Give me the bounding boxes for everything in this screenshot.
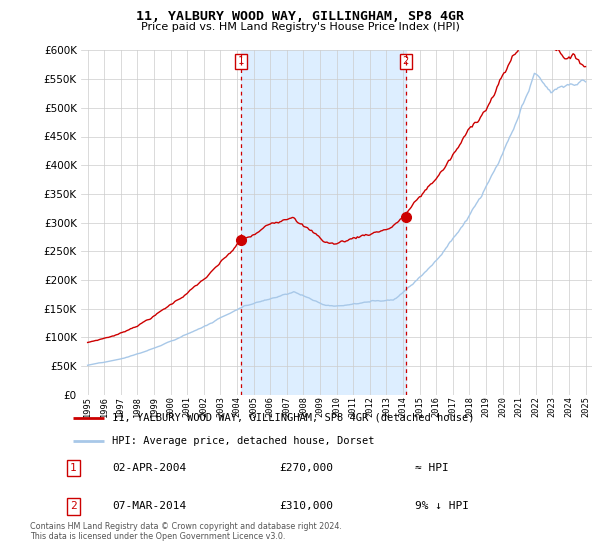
Text: 2: 2 xyxy=(403,56,409,66)
Bar xyxy=(241,50,406,395)
Text: Contains HM Land Registry data © Crown copyright and database right 2024.
This d: Contains HM Land Registry data © Crown c… xyxy=(30,522,342,542)
Text: HPI: Average price, detached house, Dorset: HPI: Average price, detached house, Dors… xyxy=(112,436,374,446)
Text: 02-APR-2004: 02-APR-2004 xyxy=(112,463,187,473)
Text: £270,000: £270,000 xyxy=(279,463,333,473)
Text: 11, YALBURY WOOD WAY, GILLINGHAM, SP8 4GR (detached house): 11, YALBURY WOOD WAY, GILLINGHAM, SP8 4G… xyxy=(112,413,475,423)
Text: 11, YALBURY WOOD WAY, GILLINGHAM, SP8 4GR: 11, YALBURY WOOD WAY, GILLINGHAM, SP8 4G… xyxy=(136,10,464,23)
Text: ≈ HPI: ≈ HPI xyxy=(415,463,449,473)
Text: 2: 2 xyxy=(70,501,76,511)
Text: 1: 1 xyxy=(238,56,244,66)
Text: Price paid vs. HM Land Registry's House Price Index (HPI): Price paid vs. HM Land Registry's House … xyxy=(140,22,460,32)
Text: 9% ↓ HPI: 9% ↓ HPI xyxy=(415,501,469,511)
Text: 1: 1 xyxy=(70,463,76,473)
Text: £310,000: £310,000 xyxy=(279,501,333,511)
Text: 07-MAR-2014: 07-MAR-2014 xyxy=(112,501,187,511)
